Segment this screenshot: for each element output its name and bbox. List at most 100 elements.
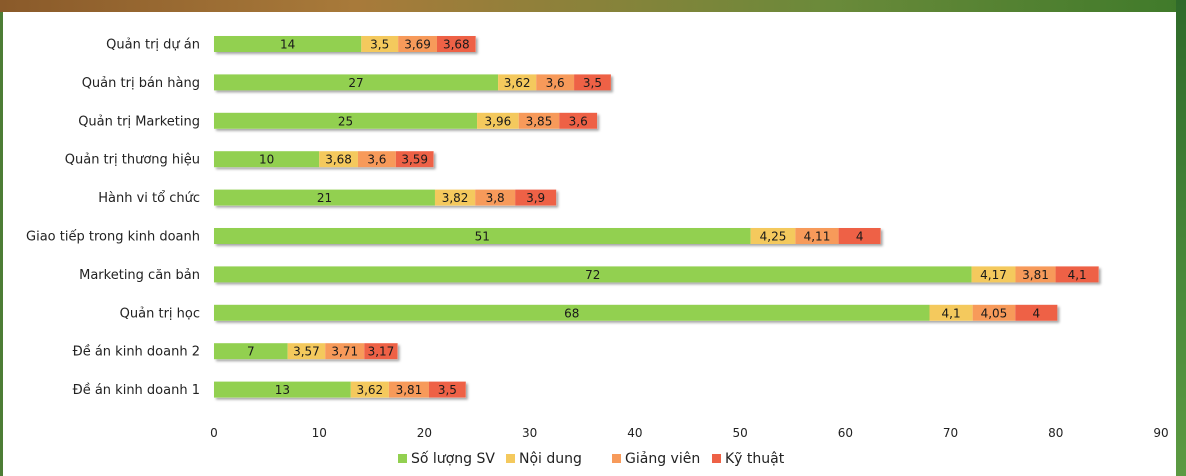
legend-label: Nội dung [519,451,582,467]
bar-segment [434,189,476,206]
category-label: Hành vi tổ chức [98,191,200,206]
bar-segment [1015,304,1058,321]
data-label: 4,11 [804,230,831,244]
data-label: 4,1 [1068,268,1087,282]
bar-segment [287,343,326,360]
data-label: 3,68 [443,38,470,52]
category-label: Quản trị thương hiệu [65,153,200,168]
bar-segment [214,266,972,283]
bar-segment [518,112,560,129]
top-decorative-band [0,0,1186,12]
data-label: 3,5 [438,383,457,397]
data-label: 3,81 [1022,268,1049,282]
bar-segment [388,381,429,398]
legend-swatch [712,454,721,463]
data-label: 27 [348,76,363,90]
bar-segment [498,74,537,91]
legend-swatch [506,454,515,463]
legend-swatch [612,454,621,463]
x-tick-label: 30 [522,426,537,440]
data-label: 25 [338,114,353,128]
data-label: 10 [259,153,274,167]
bar-segment [214,304,930,321]
data-label: 4,1 [942,306,961,320]
data-label: 3,6 [367,153,386,167]
bar-segment [361,36,399,52]
bar-segment [559,112,598,129]
bar-segment [795,228,839,244]
bar-segment [214,343,288,360]
left-decorative-edge [0,12,3,476]
bar-segment [395,151,434,168]
bar-segment [325,343,365,360]
right-decorative-band [1176,0,1186,476]
bar-segment [477,112,519,129]
data-label: 3,57 [293,345,320,359]
bar-segment [319,151,358,168]
data-label: 4,17 [980,268,1007,282]
data-label: 3,62 [356,383,383,397]
data-label: 3,71 [331,345,358,359]
category-label: Đề án kinh doanh 2 [73,345,200,360]
data-label: 3,81 [396,383,423,397]
category-label: Marketing căn bản [79,268,200,283]
legend-swatch [398,454,407,463]
bar-segment [574,74,611,91]
x-tick-label: 40 [627,426,642,440]
x-tick-label: 50 [732,426,747,440]
x-tick-label: 60 [838,426,853,440]
bar-segment [436,36,476,52]
bar-segment [536,74,575,91]
x-tick-label: 80 [1048,426,1063,440]
bar-segment [750,228,796,244]
category-label: Quản trị dự án [106,38,200,53]
bar-segment [971,266,1016,283]
x-tick-label: 0 [210,426,218,440]
bar-segment [1055,266,1099,283]
data-label: 3,6 [569,114,588,128]
category-label: Quản trị học [120,306,200,321]
data-label: 3,5 [583,76,602,90]
data-label: 3,82 [442,191,469,205]
data-label: 4 [856,230,864,244]
data-label: 72 [585,268,600,282]
data-label: 4,25 [760,230,787,244]
data-label: 3,5 [370,38,389,52]
data-label: 21 [317,191,332,205]
x-tick-label: 10 [312,426,327,440]
data-label: 4,05 [981,306,1008,320]
bar-segment [357,151,396,168]
bar-segment [214,189,435,206]
bar-segment [428,381,466,398]
data-label: 3,6 [546,76,565,90]
bar-segment [364,343,398,360]
data-label: 3,68 [325,153,352,167]
data-label: 3,96 [485,114,512,128]
data-label: 68 [564,306,579,320]
bar-segment [398,36,437,52]
bar-segment [214,151,320,168]
data-label: 4 [1032,306,1040,320]
legend-label: Số lượng SV [411,450,495,467]
bar-segment [972,304,1016,321]
data-label: 3,59 [401,153,428,167]
bar-segment [214,112,478,129]
data-label: 3,85 [526,114,553,128]
data-label: 51 [475,230,490,244]
data-label: 7 [247,345,255,359]
data-label: 3,17 [368,345,395,359]
x-tick-label: 20 [417,426,432,440]
bar-segment [1015,266,1056,283]
bar-segment [475,189,516,206]
bar-segment [214,381,351,398]
bar-segment [929,304,973,321]
data-label: 14 [280,38,295,52]
bar-segment [214,36,362,52]
bar-segment [214,228,751,244]
data-label: 3,62 [504,76,531,90]
legend-label: Kỹ thuật [725,451,785,467]
category-label: Quản trị bán hàng [82,76,200,91]
x-tick-label: 90 [1153,426,1168,440]
bar-segment [838,228,881,244]
